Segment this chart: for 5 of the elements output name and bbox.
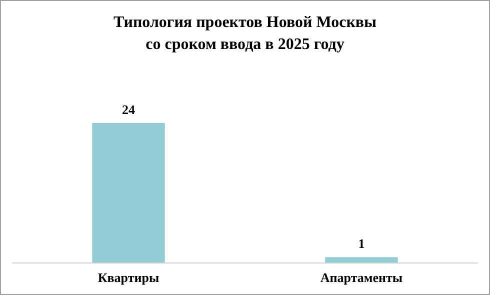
x-tick-label: Апартаменты [320, 270, 403, 285]
chart-title: Типология проектов Новой Москвы со сроком ввода в 2025 году [113, 14, 378, 53]
data-label: 1 [358, 236, 365, 252]
x-tick-label: Квартиры [98, 270, 160, 285]
data-label: 24 [122, 102, 136, 117]
